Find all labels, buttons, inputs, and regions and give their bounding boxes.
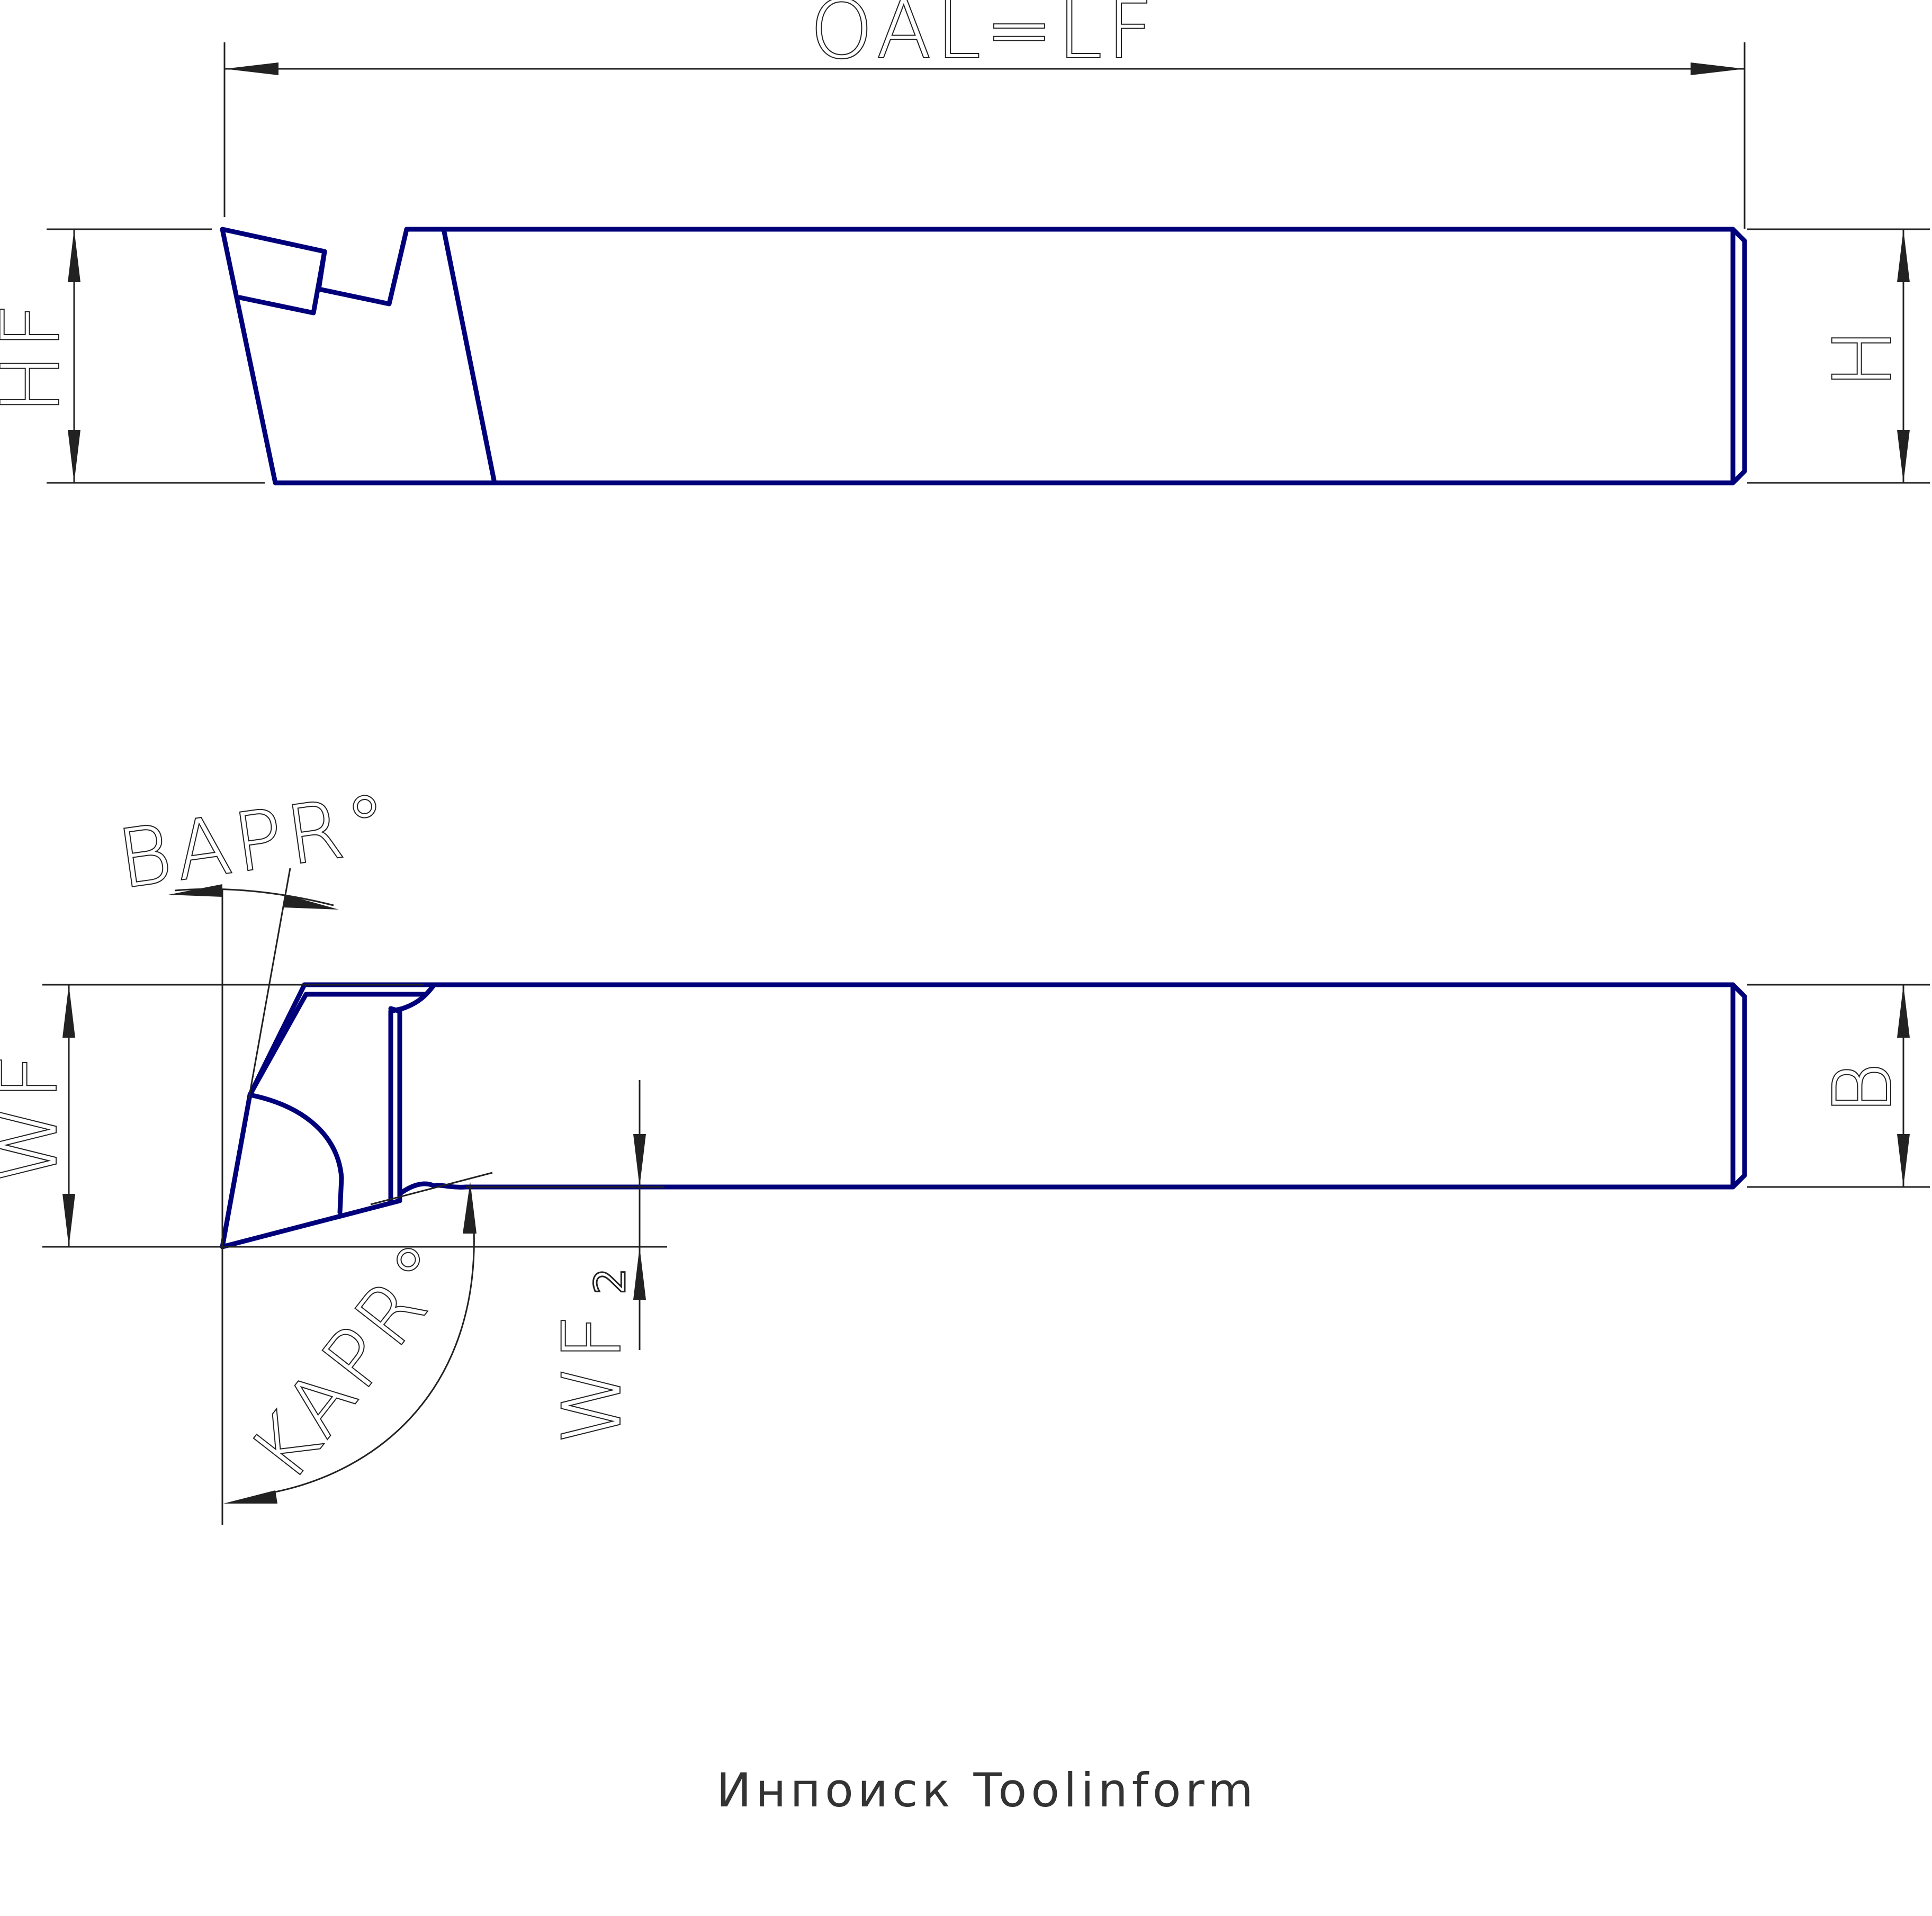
side-view-insert	[316, 227, 409, 307]
bapr-label: BAPR°	[113, 777, 399, 906]
wf2-dimension: WF 2	[545, 1080, 646, 1445]
wf2-subscript: 2	[586, 1268, 635, 1295]
wf-dimension: WF	[0, 984, 667, 1248]
b-label: B	[1817, 1057, 1909, 1114]
top-view-shank-outline	[388, 982, 1747, 1197]
kapr-label: KAPR°	[234, 1224, 475, 1496]
top-view-chip-face	[247, 1092, 344, 1215]
side-view	[220, 227, 1747, 485]
top-view	[220, 982, 1747, 1249]
wf2-label: WF	[546, 1309, 639, 1444]
h-dimension: H	[1747, 228, 1930, 484]
oal-dimension: OAL=LF	[223, 0, 1746, 229]
wf-label: WF	[0, 1049, 75, 1184]
top-view-insert-top	[247, 982, 437, 1098]
h-label: H	[1817, 323, 1909, 389]
b-dimension: B	[1747, 984, 1930, 1188]
side-view-relief-line	[441, 227, 497, 485]
oal-label: OAL=LF	[810, 0, 1158, 76]
top-view-insert	[220, 992, 429, 1249]
footer-credit: Инпоиск Toolinform	[716, 1763, 1257, 1818]
hf-dimension: HF	[0, 228, 265, 484]
hf-label: HF	[0, 298, 77, 413]
